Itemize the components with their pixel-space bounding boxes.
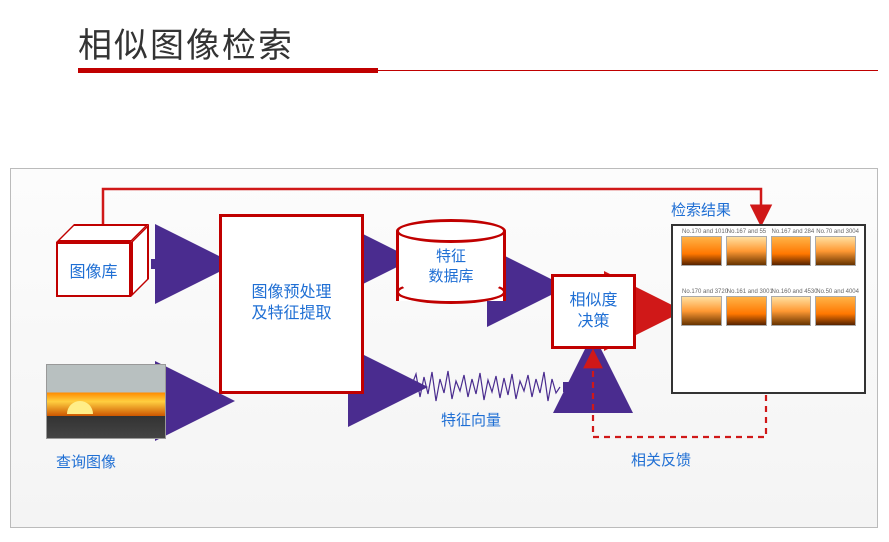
feedback-label: 相关反馈 xyxy=(631,449,691,470)
thumb-cap: No.70 and 3004 xyxy=(816,229,859,235)
title-underline xyxy=(78,68,378,73)
node-results-panel: No.170 and 1010 No.167 and 55 No.167 and… xyxy=(671,224,866,394)
node-query-image xyxy=(46,364,166,439)
query-image-sun xyxy=(67,401,93,414)
cube-front-face: 图像库 xyxy=(56,242,131,297)
db-top xyxy=(396,219,506,243)
page-title: 相似图像检索 xyxy=(78,18,294,67)
similarity-label: 相似度 决策 xyxy=(569,291,617,333)
result-thumb: No.70 and 3004 xyxy=(815,236,856,266)
feature-db-text: 特征 数据库 xyxy=(428,248,473,285)
preprocess-text: 图像预处理 及特征提取 xyxy=(251,284,331,322)
thumb-cap: No.167 and 55 xyxy=(727,229,766,235)
node-preprocess: 图像预处理 及特征提取 xyxy=(219,214,364,394)
result-thumb: No.167 and 284 xyxy=(771,236,812,266)
result-thumb: No.161 and 3001 xyxy=(726,296,767,326)
results-row-1: No.170 and 1010 No.167 and 55 No.167 and… xyxy=(681,236,856,266)
thumb-cap: No.160 and 4530 xyxy=(772,289,818,295)
result-thumb: No.50 and 4004 xyxy=(815,296,856,326)
result-thumb: No.160 and 4530 xyxy=(771,296,812,326)
thumb-cap: No.50 and 4004 xyxy=(816,289,859,295)
node-similarity: 相似度 决策 xyxy=(551,274,636,349)
edge-vec-sim xyxy=(563,353,593,387)
result-thumb: No.170 and 3720 xyxy=(681,296,722,326)
waveform xyxy=(411,371,560,401)
result-thumb: No.170 and 1010 xyxy=(681,236,722,266)
thumb-cap: No.161 and 3001 xyxy=(727,289,773,295)
result-thumb: No.167 and 55 xyxy=(726,236,767,266)
title-thin-line xyxy=(378,70,878,71)
node-feature-db: 特征 数据库 xyxy=(396,219,506,304)
thumb-cap: No.170 and 1010 xyxy=(682,229,728,235)
thumb-cap: No.170 and 3720 xyxy=(682,289,728,295)
results-title: 检索结果 xyxy=(671,199,731,220)
results-row-2: No.170 and 3720 No.161 and 3001 No.160 a… xyxy=(681,296,856,326)
feature-vector-caption: 特征向量 xyxy=(441,409,501,430)
flow-diagram: 图像库 查询图像 图像预处理 及特征提取 特征 数据库 特征向量 相似度 决策 … xyxy=(10,168,878,528)
query-image-caption: 查询图像 xyxy=(56,451,116,472)
image-library-label: 图像库 xyxy=(69,258,117,282)
preprocess-label: 图像预处理 及特征提取 xyxy=(251,283,331,325)
thumb-cap: No.167 and 284 xyxy=(772,229,815,235)
feature-db-label: 特征 数据库 xyxy=(396,247,506,286)
node-image-library: 图像库 xyxy=(56,224,151,299)
